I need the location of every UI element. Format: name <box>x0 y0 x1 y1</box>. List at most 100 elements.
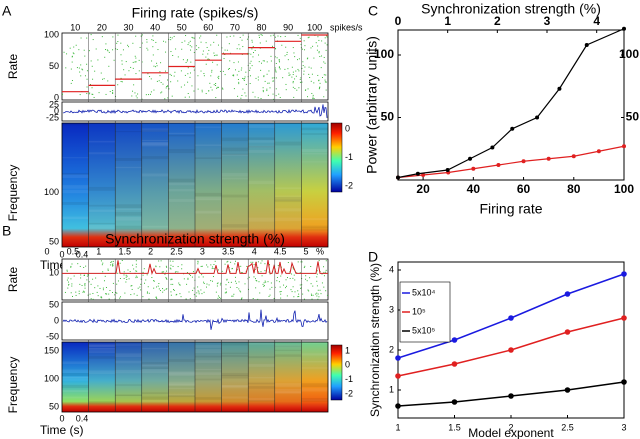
spike-dot <box>263 76 265 78</box>
spectrogram-segment <box>301 123 328 247</box>
spike-dot <box>108 51 110 53</box>
spike-dot <box>239 36 241 38</box>
rate-line <box>62 259 328 276</box>
spike-dot <box>318 39 320 41</box>
spike-dot <box>108 65 110 67</box>
spike-dot <box>172 265 174 267</box>
spike-dot <box>238 288 240 290</box>
spike-dot <box>160 92 162 94</box>
spike-dot <box>279 96 281 98</box>
spike-dot <box>132 90 134 92</box>
spike-dot <box>166 86 168 88</box>
spike-dot <box>269 87 271 89</box>
spike-dot <box>296 89 298 91</box>
spike-dot <box>258 271 260 273</box>
y2-tick-label: 100 <box>619 47 639 61</box>
spike-dot <box>177 271 179 273</box>
spike-dot <box>323 61 325 63</box>
spike-dot <box>153 89 155 91</box>
spectrogram-texture <box>248 364 275 367</box>
spectrogram-segment <box>274 342 302 412</box>
spike-dot <box>121 63 123 65</box>
spike-dot <box>297 296 299 298</box>
spike-dot <box>189 40 191 42</box>
series-marker <box>622 26 626 31</box>
spike-dot <box>257 79 259 81</box>
spike-dot <box>116 42 118 44</box>
spike-dot <box>292 82 294 84</box>
y-tick-label: 4 <box>389 264 394 274</box>
spike-dot <box>240 298 242 300</box>
spike-dot <box>216 285 218 287</box>
spike-dot <box>225 291 227 293</box>
spectrogram-texture <box>248 140 275 143</box>
spike-dot <box>266 90 268 92</box>
spectrogram-segment <box>248 342 275 412</box>
spike-dot <box>271 286 273 288</box>
spike-dot <box>294 88 296 90</box>
spike-dot <box>138 59 140 61</box>
spike-dot <box>114 294 116 296</box>
series-marker <box>571 154 576 159</box>
spike-dot <box>80 64 82 66</box>
spike-dot <box>262 87 264 89</box>
spike-dot <box>315 293 317 295</box>
spike-dot <box>303 267 305 269</box>
spike-dot <box>297 261 299 263</box>
spectrogram-texture <box>221 177 249 180</box>
spike-dot <box>228 281 230 283</box>
spike-dot <box>297 34 299 36</box>
spike-dot <box>310 67 312 69</box>
spike-dot <box>73 53 75 55</box>
spike-dot <box>189 45 191 47</box>
spike-dot <box>86 275 88 277</box>
spike-dot <box>307 57 309 59</box>
spike-dot <box>270 35 272 37</box>
spike-dot <box>321 40 323 42</box>
spike-dot <box>291 76 293 78</box>
spike-dot <box>95 277 97 279</box>
spectrogram-texture <box>221 342 249 346</box>
spectrogram-texture <box>115 204 142 209</box>
spike-dot <box>227 260 229 262</box>
spectrogram-texture <box>248 217 275 222</box>
spike-dot <box>324 37 326 39</box>
spike-dot <box>198 291 200 293</box>
spike-dot <box>307 289 309 291</box>
spike-dot <box>317 298 319 300</box>
x-tick-label: 60 <box>517 182 531 196</box>
spike-dot <box>260 271 262 273</box>
spike-dot <box>311 73 313 75</box>
x-tick-label: 80 <box>567 182 581 196</box>
spike-dot <box>316 273 318 275</box>
spike-dot <box>323 74 325 76</box>
spike-dot <box>250 53 252 55</box>
spectrogram-texture <box>221 153 249 156</box>
spike-dot <box>245 83 247 85</box>
top-tick-label: 2.5 <box>170 246 183 256</box>
spectrogram-texture <box>274 187 302 190</box>
spike-dot <box>165 51 167 53</box>
spike-dot <box>294 56 296 58</box>
spike-dot <box>183 278 185 280</box>
spectrogram-texture <box>62 216 89 219</box>
spike-dot <box>253 276 255 278</box>
x-tick-label: 20 <box>416 182 430 196</box>
spike-dot <box>80 277 82 279</box>
spike-dot <box>133 293 135 295</box>
spike-dot <box>174 271 176 273</box>
spike-dot <box>258 54 260 56</box>
spike-dot <box>218 86 220 88</box>
spike-dot <box>70 266 72 268</box>
spike-dot <box>141 34 143 36</box>
y-tick-label: 2 <box>389 344 394 354</box>
spike-dot <box>111 261 113 263</box>
spike-dot <box>306 58 308 60</box>
spike-dot <box>270 282 272 284</box>
spike-dot <box>236 74 238 76</box>
spike-dot <box>310 283 312 285</box>
spectrogram-texture <box>221 385 249 389</box>
spike-dot <box>261 260 263 262</box>
spectrogram-texture <box>168 381 195 386</box>
spike-dot <box>269 294 271 296</box>
